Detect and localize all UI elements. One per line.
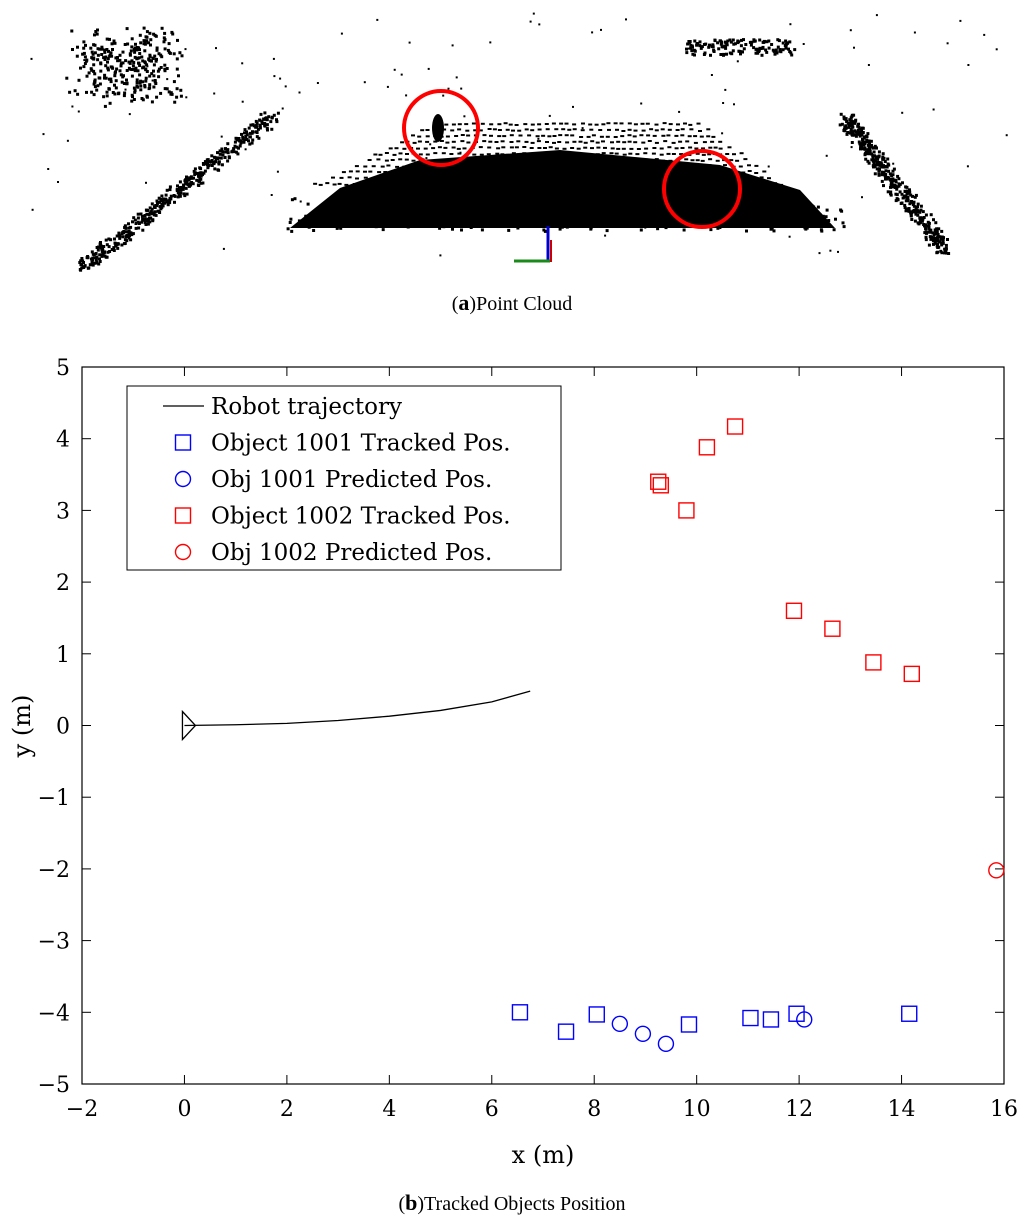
predicted-position-marker [657,1035,675,1053]
x-tick-label: 4 [382,1097,396,1122]
tracked-position-marker [678,502,695,519]
x-tick-label: −2 [66,1097,98,1122]
x-tick-label: 16 [990,1097,1018,1122]
chart-marks [181,418,1005,1053]
y-tick-label: −1 [38,786,70,811]
legend-square-swatch [174,507,192,524]
robot-start-marker [181,709,197,742]
y-tick-label: 0 [56,715,70,740]
x-tick-label: 2 [280,1097,294,1122]
legend-entry-label: Object 1001 Tracked Pos. [211,431,511,457]
x-tick-label: 14 [888,1097,916,1122]
tracked-position-marker [742,1009,759,1027]
point-cloud [30,12,1008,272]
tracked-position-marker [824,620,841,637]
predicted-position-marker [796,1011,813,1028]
tracked-position-marker [762,1011,780,1028]
legend-square-swatch [174,434,192,451]
predicted-position-marker [634,1025,652,1043]
tracked-position-marker [785,602,803,619]
tracked-position-marker [650,473,667,490]
legend-entry-label: Obj 1001 Predicted Pos. [211,467,492,493]
y-tick-label: 1 [56,643,70,668]
caption-a-letter: a [458,290,470,315]
predicted-position-marker [611,1015,629,1032]
caption-b-text: Tracked Objects Position [424,1193,626,1215]
y-tick-label: −2 [38,858,70,883]
tracked-position-marker [726,418,744,435]
legend-circle-swatch [174,543,192,561]
y-tick-label: 2 [56,571,70,596]
legend-box [126,385,562,571]
robot-trajectory-line [184,690,531,727]
x-tick-label: 0 [177,1097,191,1122]
x-tick-label: 8 [587,1097,601,1122]
y-tick-label: −3 [38,930,70,955]
tracked-position-marker [588,1006,605,1023]
tracked-position-marker [901,1005,918,1022]
tracked-position-marker [511,1004,529,1021]
caption-b: (b)Tracked Objects Position [398,1190,626,1215]
y-tick-label: −4 [38,1001,70,1026]
point-cloud-panel [30,12,1008,272]
x-tick-label: 12 [785,1097,813,1122]
caption-a: (a)Point Cloud [451,290,573,315]
x-tick-label: 10 [683,1097,711,1122]
y-tick-label: 3 [56,499,70,524]
y-tick-label: 5 [56,356,70,381]
legend: Robot trajectory Object 1001 Tracked Pos.… [126,385,562,571]
tracked-position-marker [698,439,716,456]
predicted-position-marker [988,862,1005,879]
x-axis-label: x (m) [512,1141,575,1169]
highlight-circle-object-1001 [402,89,480,167]
x-tick-label: 6 [485,1097,499,1122]
sensor-origin-axes [514,226,552,263]
tracked-position-marker [903,665,920,683]
y-tick-label: 4 [56,428,70,453]
caption-a-text: Point Cloud [476,293,573,315]
tracked-position-marker [865,654,882,671]
legend-entry-label: Robot trajectory [211,394,402,420]
y-axis-label: y (m) [8,695,36,759]
legend-entry-label: Object 1002 Tracked Pos. [211,504,511,530]
tracked-position-marker [680,1016,698,1033]
y-tick-label: −5 [38,1073,70,1098]
tracked-position-marker [557,1023,575,1040]
highlight-circle-object-1002 [662,149,742,229]
legend-entry-label: Obj 1002 Predicted Pos. [211,540,492,566]
tracked-position-marker [652,477,670,494]
caption-b-letter: b [405,1190,418,1215]
legend-circle-swatch [174,470,192,488]
